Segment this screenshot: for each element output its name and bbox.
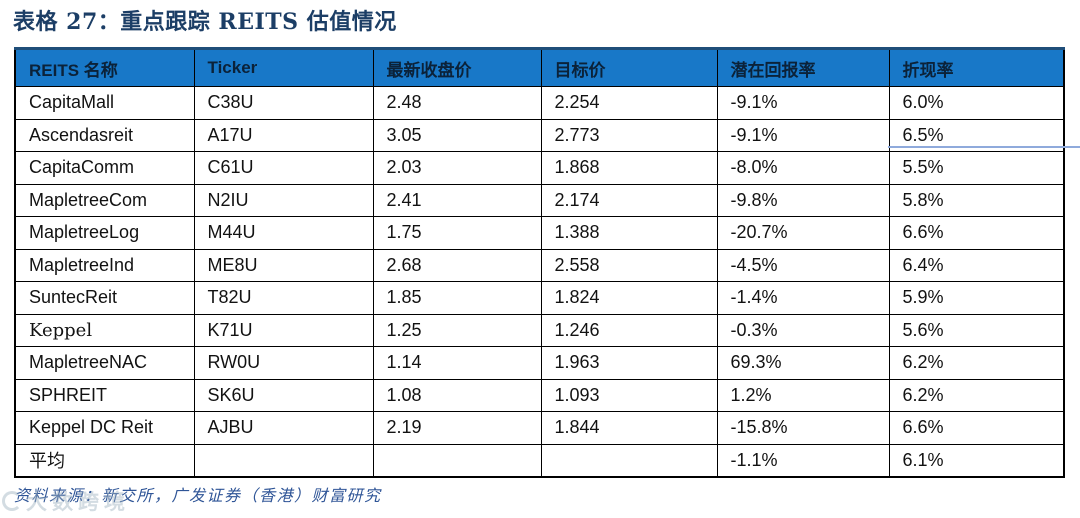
table-cell <box>540 443 718 478</box>
table-cell: 2.48 <box>372 86 542 120</box>
table-cell: T82U <box>193 281 374 315</box>
table-cell: A17U <box>193 118 374 152</box>
table-cell: 2.19 <box>372 411 542 445</box>
table-cell: Ascendasreit <box>14 118 195 152</box>
table-cell: 1.14 <box>372 346 542 380</box>
table-cell: 2.41 <box>372 183 542 217</box>
table-cell: C38U <box>193 86 374 120</box>
table-cell: 1.25 <box>372 313 542 347</box>
table-cell: -0.3% <box>716 313 890 347</box>
table-cell: RW0U <box>193 346 374 380</box>
table-cell: 5.5% <box>888 151 1065 185</box>
table-cell: 1.2% <box>716 378 890 412</box>
table-cell: CapitaComm <box>14 151 195 185</box>
table-row: 平均 -1.1% 6.1% <box>14 443 1065 478</box>
table-cell: 1.093 <box>540 378 718 412</box>
table-cell: -8.0% <box>716 151 890 185</box>
table-cell: Keppel DC Reit <box>14 411 195 445</box>
column-header: 潜在回报率 <box>716 47 890 87</box>
table-cell: MapletreeLog <box>14 216 195 250</box>
table-cell: -15.8% <box>716 411 890 445</box>
table-cell: MapletreeCom <box>14 183 195 217</box>
table-cell: MapletreeInd <box>14 248 195 282</box>
table-row: Keppel DC Reit AJBU 2.19 1.844 -15.8% 6.6% <box>14 411 1065 445</box>
table-cell: -9.8% <box>716 183 890 217</box>
column-header: REITS 名称 <box>14 47 195 87</box>
table-cell: 1.08 <box>372 378 542 412</box>
table-cell: 69.3% <box>716 346 890 380</box>
table-row: MapletreeInd ME8U 2.68 2.558 -4.5% 6.4% <box>14 248 1065 282</box>
table-cell: -9.1% <box>716 86 890 120</box>
table-cell: 1.246 <box>540 313 718 347</box>
table-cell: 2.03 <box>372 151 542 185</box>
source-note: 资料来源：新交所，广发证券（香港）财富研究 <box>14 486 382 505</box>
table-row: Keppel K71U 1.25 1.246 -0.3% 5.6% <box>14 313 1065 347</box>
table-cell: 2.558 <box>540 248 718 282</box>
table-cell <box>372 443 542 478</box>
table-row: MapletreeLog M44U 1.75 1.388 -20.7% 6.6% <box>14 216 1065 250</box>
table-cell: 1.388 <box>540 216 718 250</box>
table-cell: AJBU <box>193 411 374 445</box>
table-cell: 2.174 <box>540 183 718 217</box>
table-cell: 1.824 <box>540 281 718 315</box>
table-cell: 5.6% <box>888 313 1065 347</box>
table-cell: 1.963 <box>540 346 718 380</box>
table-cell: K71U <box>193 313 374 347</box>
table-cell: -20.7% <box>716 216 890 250</box>
reits-valuation-table: REITS 名称 Ticker 最新收盘价 目标价 潜在回报率 折现率 CapitaMal… <box>14 47 1065 478</box>
table-cell: M44U <box>193 216 374 250</box>
table-row: SPHREIT SK6U 1.08 1.093 1.2% 6.2% <box>14 378 1065 412</box>
table-cell: 6.6% <box>888 216 1065 250</box>
table-row: MapletreeCom N2IU 2.41 2.174 -9.8% 5.8% <box>14 183 1065 217</box>
table-cell: N2IU <box>193 183 374 217</box>
table-cell: -1.4% <box>716 281 890 315</box>
table-header-row: REITS 名称 Ticker 最新收盘价 目标价 潜在回报率 折现率 <box>14 47 1065 87</box>
table-row: CapitaComm C61U 2.03 1.868 -8.0% 5.5% <box>14 151 1065 185</box>
table-title: 表格 27：重点跟踪 REITS 估值情况 <box>13 9 397 35</box>
table-cell: 6.4% <box>888 248 1065 282</box>
table-cell: 6.6% <box>888 411 1065 445</box>
column-header: 最新收盘价 <box>372 47 542 87</box>
table-cell: MapletreeNAC <box>14 346 195 380</box>
column-header: 目标价 <box>540 47 718 87</box>
table-cell: 1.75 <box>372 216 542 250</box>
table-cell: 平均 <box>14 443 195 478</box>
table-cell: 5.8% <box>888 183 1065 217</box>
table-cell: ME8U <box>193 248 374 282</box>
table-cell: 1.868 <box>540 151 718 185</box>
column-header: 折现率 <box>888 47 1065 87</box>
column-header: Ticker <box>193 47 374 87</box>
table-row: MapletreeNAC RW0U 1.14 1.963 69.3% 6.2% <box>14 346 1065 380</box>
horizontal-rule <box>888 146 1080 148</box>
table-cell: 1.844 <box>540 411 718 445</box>
table-row: CapitaMall C38U 2.48 2.254 -9.1% 6.0% <box>14 86 1065 120</box>
table-cell: C61U <box>193 151 374 185</box>
table-cell: -4.5% <box>716 248 890 282</box>
table-cell: 6.1% <box>888 443 1065 478</box>
table-cell: CapitaMall <box>14 86 195 120</box>
table-cell: 6.0% <box>888 86 1065 120</box>
table-cell: 2.773 <box>540 118 718 152</box>
table-cell: 2.254 <box>540 86 718 120</box>
table-cell: -9.1% <box>716 118 890 152</box>
table-cell: 6.2% <box>888 378 1065 412</box>
table-body: CapitaMall C38U 2.48 2.254 -9.1% 6.0% Ascendas… <box>14 86 1065 478</box>
table-cell: 1.85 <box>372 281 542 315</box>
table-cell <box>193 443 374 478</box>
table-cell: SuntecReit <box>14 281 195 315</box>
table-cell: 2.68 <box>372 248 542 282</box>
table-cell: 5.9% <box>888 281 1065 315</box>
table-cell: SK6U <box>193 378 374 412</box>
table-row: SuntecReit T82U 1.85 1.824 -1.4% 5.9% <box>14 281 1065 315</box>
table-cell: Keppel <box>14 313 195 347</box>
table-cell: 6.2% <box>888 346 1065 380</box>
table-cell: -1.1% <box>716 443 890 478</box>
table-cell: 3.05 <box>372 118 542 152</box>
table-cell: SPHREIT <box>14 378 195 412</box>
